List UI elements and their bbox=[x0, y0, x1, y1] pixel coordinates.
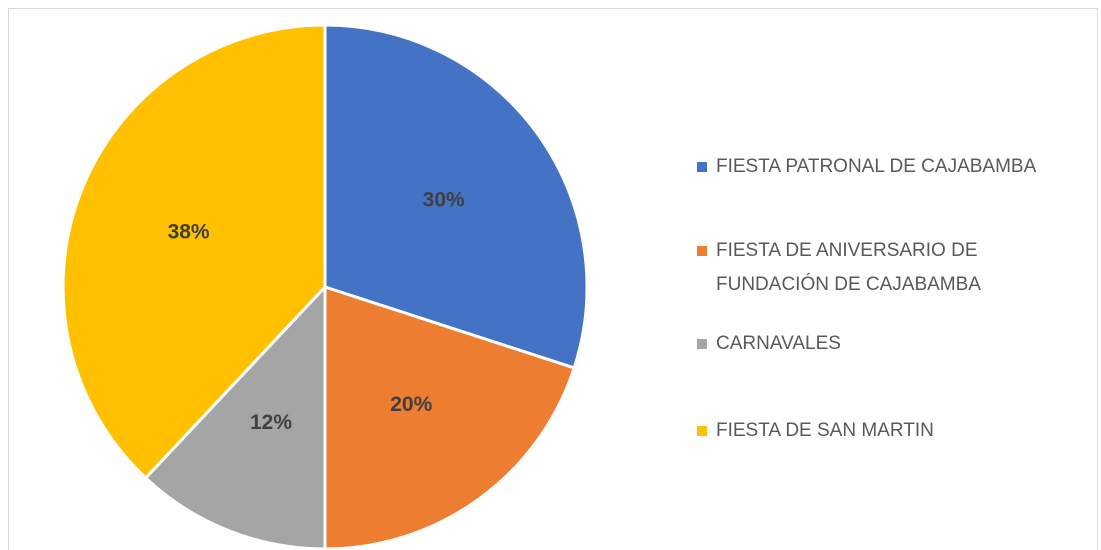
pie-slice bbox=[143, 283, 327, 550]
legend-item: FIESTA DE ANIVERSARIO DE FUNDACIÓN DE CA… bbox=[697, 234, 1037, 302]
legend-swatch bbox=[697, 426, 707, 436]
pie-slice bbox=[323, 23, 589, 370]
slice-label: 20% bbox=[390, 393, 432, 416]
legend-label: CARNAVALES bbox=[716, 333, 841, 354]
slice-label: 38% bbox=[168, 221, 210, 244]
legend-label: FIESTA DE ANIVERSARIO DE FUNDACIÓN DE CA… bbox=[716, 240, 981, 295]
legend-item: FIESTA DE SAN MARTIN bbox=[697, 414, 1037, 448]
pie-slice bbox=[323, 284, 577, 550]
legend-swatch bbox=[697, 162, 707, 172]
slice-label: 30% bbox=[423, 188, 465, 211]
chart-frame bbox=[8, 8, 1098, 550]
legend-label: FIESTA DE SAN MARTIN bbox=[716, 420, 934, 441]
legend-swatch bbox=[697, 339, 707, 349]
legend-swatch bbox=[697, 246, 707, 256]
slice-label: 12% bbox=[250, 411, 292, 434]
legend-label: FIESTA PATRONAL DE CAJABAMBA bbox=[716, 156, 1037, 177]
pie-slice bbox=[61, 23, 327, 481]
legend-item: CARNAVALES bbox=[697, 327, 1037, 361]
legend-item: FIESTA PATRONAL DE CAJABAMBA bbox=[697, 150, 1037, 184]
